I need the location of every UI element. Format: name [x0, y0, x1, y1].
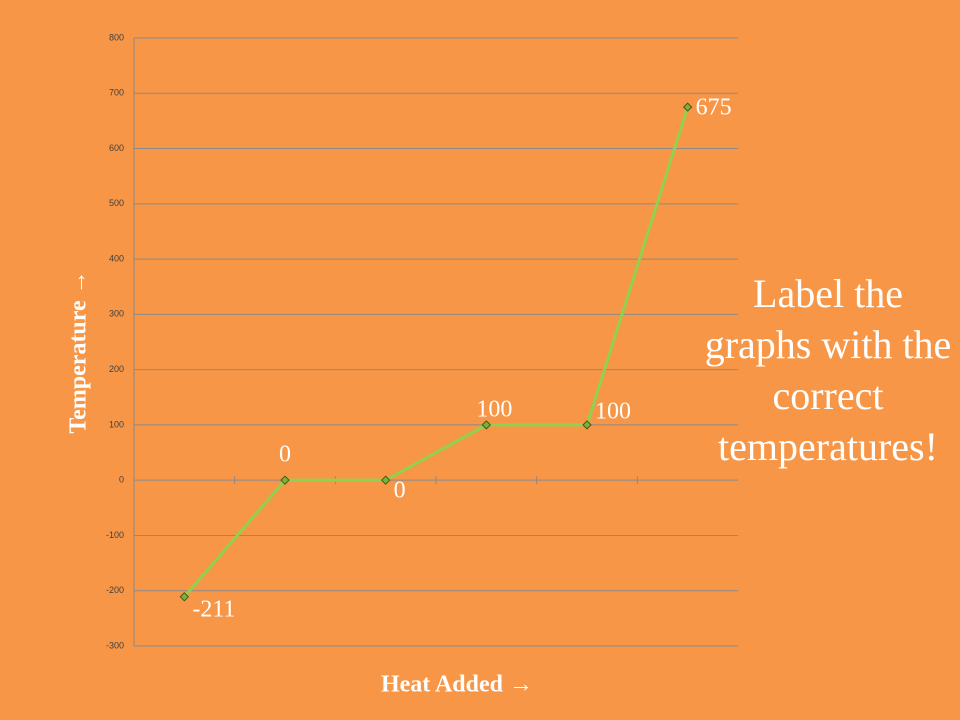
data-label: -211 — [192, 596, 235, 622]
data-label: 100 — [476, 396, 512, 422]
y-tick-label: 700 — [109, 88, 124, 98]
y-tick-label: 200 — [109, 364, 124, 374]
data-label: 100 — [595, 398, 631, 424]
marker — [179, 592, 190, 602]
y-tick-label: -200 — [106, 585, 124, 595]
marker — [582, 420, 592, 430]
y-tick-label: 300 — [109, 309, 124, 319]
marker — [481, 420, 492, 430]
y-tick-label: 800 — [109, 32, 124, 42]
x-axis-title: Heat Added → — [381, 672, 533, 698]
data-label: 675 — [696, 95, 732, 121]
y-tick-label: -300 — [106, 640, 124, 650]
y-tick-label: 600 — [109, 143, 124, 153]
marker — [682, 102, 693, 112]
y-tick-label: 100 — [109, 419, 124, 429]
marker — [280, 475, 290, 485]
line — [183, 106, 690, 598]
annotation: Label the graphs with the correct temper… — [704, 271, 952, 469]
data-label: 0 — [394, 478, 406, 504]
y-tick-label: 400 — [109, 253, 124, 263]
y-tick-label: -100 — [106, 530, 124, 540]
y-axis-title: Temperature → — [66, 270, 92, 433]
y-tick-label: 0 — [119, 475, 124, 485]
marker — [380, 475, 391, 485]
data-label: 0 — [279, 442, 291, 468]
y-tick-label: 500 — [109, 198, 124, 208]
